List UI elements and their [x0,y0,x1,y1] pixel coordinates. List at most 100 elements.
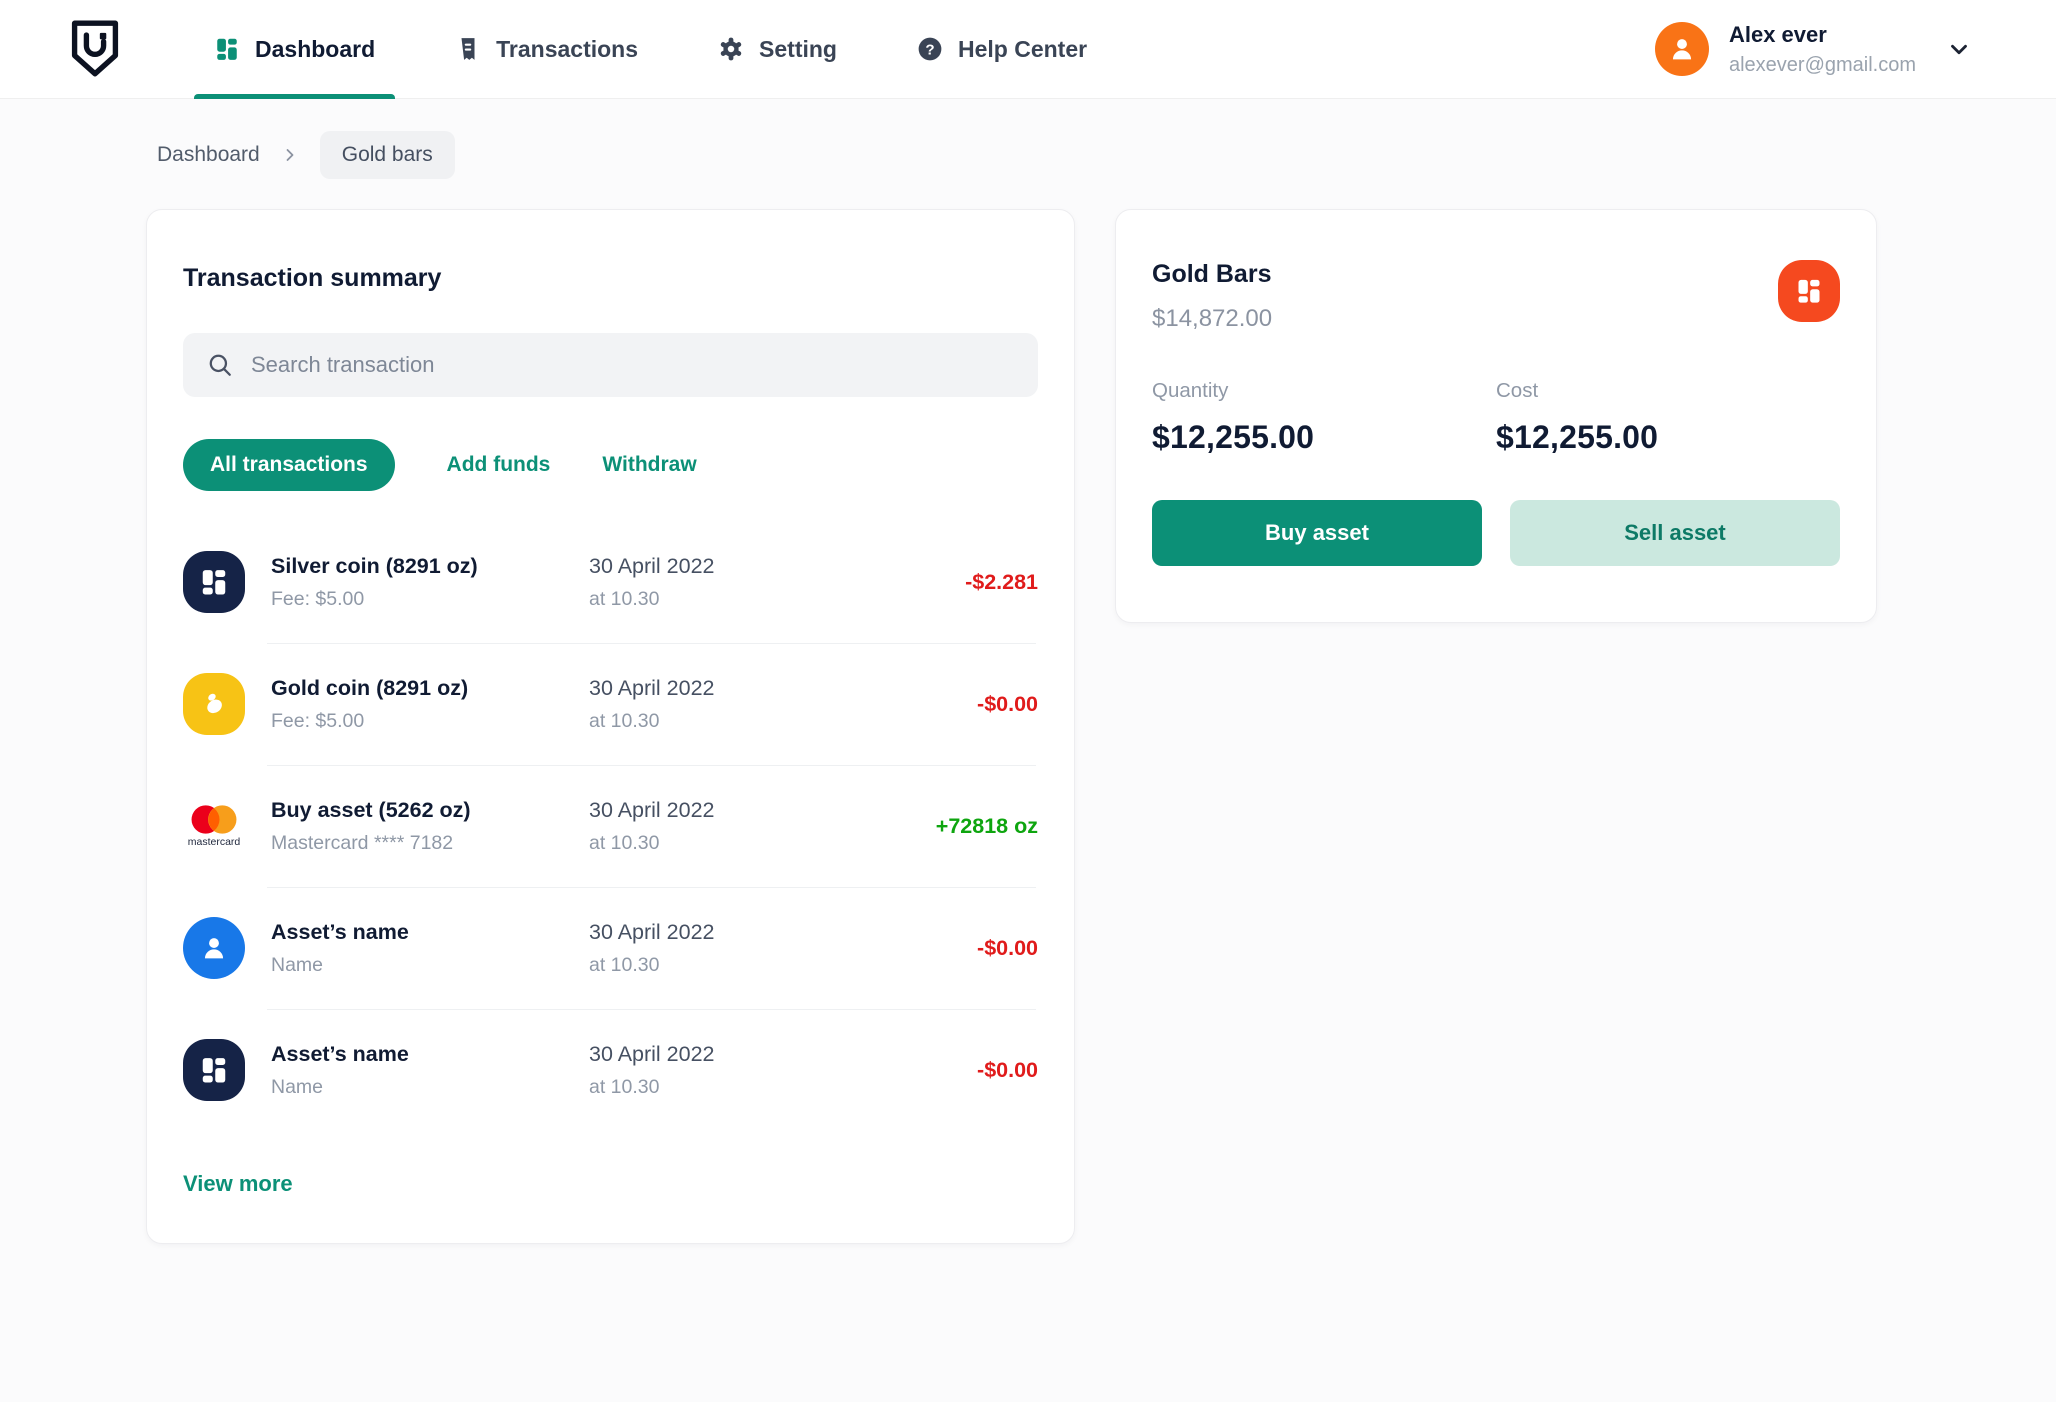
transaction-list: Silver coin (8291 oz) Fee: $5.00 30 Apri… [183,521,1038,1131]
asset-card-header: Gold Bars $14,872.00 [1152,260,1840,333]
mastercard-wordmark: mastercard [187,836,241,848]
sell-asset-button[interactable]: Sell asset [1510,500,1840,566]
user-menu[interactable]: Alex ever alexever@gmail.com [1654,22,1972,77]
nav-item-transactions[interactable]: Transactions [435,0,658,98]
table-row[interactable]: Asset’s name Name 30 April 2022 at 10.30… [183,1009,1038,1131]
cost-value: $12,255.00 [1496,419,1659,455]
asset-subtitle: Fee: $5.00 [271,709,365,732]
breadcrumb-dashboard[interactable]: Dashboard [157,143,260,166]
date-cell: 30 April 2022 at 10.30 [589,1042,977,1099]
transaction-summary-card: Transaction summary All transactions Add… [146,209,1075,1244]
tab-withdraw[interactable]: Withdraw [602,453,697,476]
buy-asset-button[interactable]: Buy asset [1152,500,1482,566]
app-logo[interactable] [68,19,122,79]
tx-amount: +72818 oz [935,813,1038,838]
main-nav: Dashboard Transactions [194,0,1655,99]
tx-date: 30 April 2022 [589,919,715,944]
asset-title: Silver coin (8291 oz) [271,553,478,578]
cost-stat: Cost $12,255.00 [1496,379,1840,456]
grid-icon [1798,279,1820,303]
breadcrumb-gold-bars[interactable]: Gold bars [319,131,455,179]
tx-date: 30 April 2022 [589,797,715,822]
nav-item-setting[interactable]: Setting [698,0,857,98]
gold-bars-card: Gold Bars $14,872.00 Quantity $12,255.00… [1115,209,1877,623]
avatar [1654,22,1709,76]
tx-time: at 10.30 [589,1075,660,1098]
tab-all-transactions[interactable]: All transactions [183,439,395,491]
breadcrumb: Dashboard Gold bars [157,131,2056,179]
receipt-icon [455,36,481,62]
tx-time: at 10.30 [589,831,660,854]
chevron-down-icon[interactable] [1946,36,1972,62]
asset-subtitle: Name [271,1075,324,1098]
table-row[interactable]: Gold coin (8291 oz) Fee: $5.00 30 April … [183,643,1038,765]
tx-date: 30 April 2022 [589,1041,715,1066]
asset-title: Asset’s name [271,1041,409,1066]
asset-stats: Quantity $12,255.00 Cost $12,255.00 [1152,379,1840,456]
active-tab-underline [194,94,396,99]
quantity-value: $12,255.00 [1152,419,1315,455]
nav-label: Help Center [957,35,1088,62]
date-cell: 30 April 2022 at 10.30 [589,798,936,855]
table-row[interactable]: mastercard Buy asset (5262 oz) Mastercar… [183,765,1038,887]
asset-card-total: $14,872.00 [1152,305,1273,332]
nav-label: Transactions [496,35,639,62]
user-name: Alex ever [1728,21,1827,47]
asset-card-title: Gold Bars [1152,260,1272,288]
table-row[interactable]: Silver coin (8291 oz) Fee: $5.00 30 Apri… [183,521,1038,643]
asset-cell: Gold coin (8291 oz) Fee: $5.00 [271,676,589,733]
search-bar[interactable] [183,333,1038,397]
main-content: Transaction summary All transactions Add… [146,209,1910,1244]
quantity-label: Quantity [1152,379,1229,402]
tab-add-funds[interactable]: Add funds [446,453,551,476]
asset-card-titles: Gold Bars $14,872.00 [1152,260,1272,333]
search-icon [209,354,231,376]
date-cell: 30 April 2022 at 10.30 [589,920,977,977]
grid-navy-icon [183,1039,245,1101]
nav-item-help-center[interactable]: ? Help Center [897,0,1107,98]
svg-text:?: ? [925,41,934,58]
quantity-stat: Quantity $12,255.00 [1152,379,1496,456]
asset-title: Buy asset (5262 oz) [271,797,471,822]
asset-title: Asset’s name [271,919,409,944]
tx-time: at 10.30 [589,709,660,732]
nav-label: Setting [759,35,837,62]
date-cell: 30 April 2022 at 10.30 [589,676,977,733]
asset-subtitle: Mastercard **** 7182 [271,831,454,854]
transaction-filter-tabs: All transactions Add funds Withdraw [183,439,1038,491]
user-email: alexever@gmail.com [1728,53,1916,76]
person-icon [1672,39,1692,60]
asset-cell: Buy asset (5262 oz) Mastercard **** 7182 [271,798,589,855]
cost-label: Cost [1496,379,1539,402]
asset-actions: Buy asset Sell asset [1152,500,1840,566]
table-row[interactable]: Asset’s name Name 30 April 2022 at 10.30… [183,887,1038,1009]
asset-grid-badge-button[interactable] [1778,260,1840,322]
tx-date: 30 April 2022 [589,675,715,700]
tx-time: at 10.30 [589,953,660,976]
nav-label: Dashboard [255,35,376,62]
asset-cell: Asset’s name Name [271,1042,589,1099]
shield-logo-icon [71,20,119,77]
asset-subtitle: Name [271,953,324,976]
nav-item-dashboard[interactable]: Dashboard [194,0,396,99]
tx-amount: -$2.281 [965,569,1038,594]
chevron-right-icon [286,149,294,161]
view-more-link[interactable]: View more [183,1171,293,1196]
tx-time: at 10.30 [589,587,660,610]
search-input[interactable] [251,352,1014,378]
tx-amount: -$0.00 [977,1057,1038,1082]
grid-navy-icon [183,551,245,613]
gear-icon [718,36,744,62]
card-title: Transaction summary [183,264,442,292]
asset-title: Gold coin (8291 oz) [271,675,469,700]
asset-cell: Silver coin (8291 oz) Fee: $5.00 [271,554,589,611]
asset-cell: Asset’s name Name [271,920,589,977]
tx-amount: -$0.00 [977,935,1038,960]
tx-date: 30 April 2022 [589,553,715,578]
date-cell: 30 April 2022 at 10.30 [589,554,965,611]
tx-amount: -$0.00 [977,691,1038,716]
user-blue-icon [183,917,245,979]
dashboard-grid-icon [214,36,240,62]
asset-subtitle: Fee: $5.00 [271,587,365,610]
user-info: Alex ever alexever@gmail.com [1729,22,1916,77]
